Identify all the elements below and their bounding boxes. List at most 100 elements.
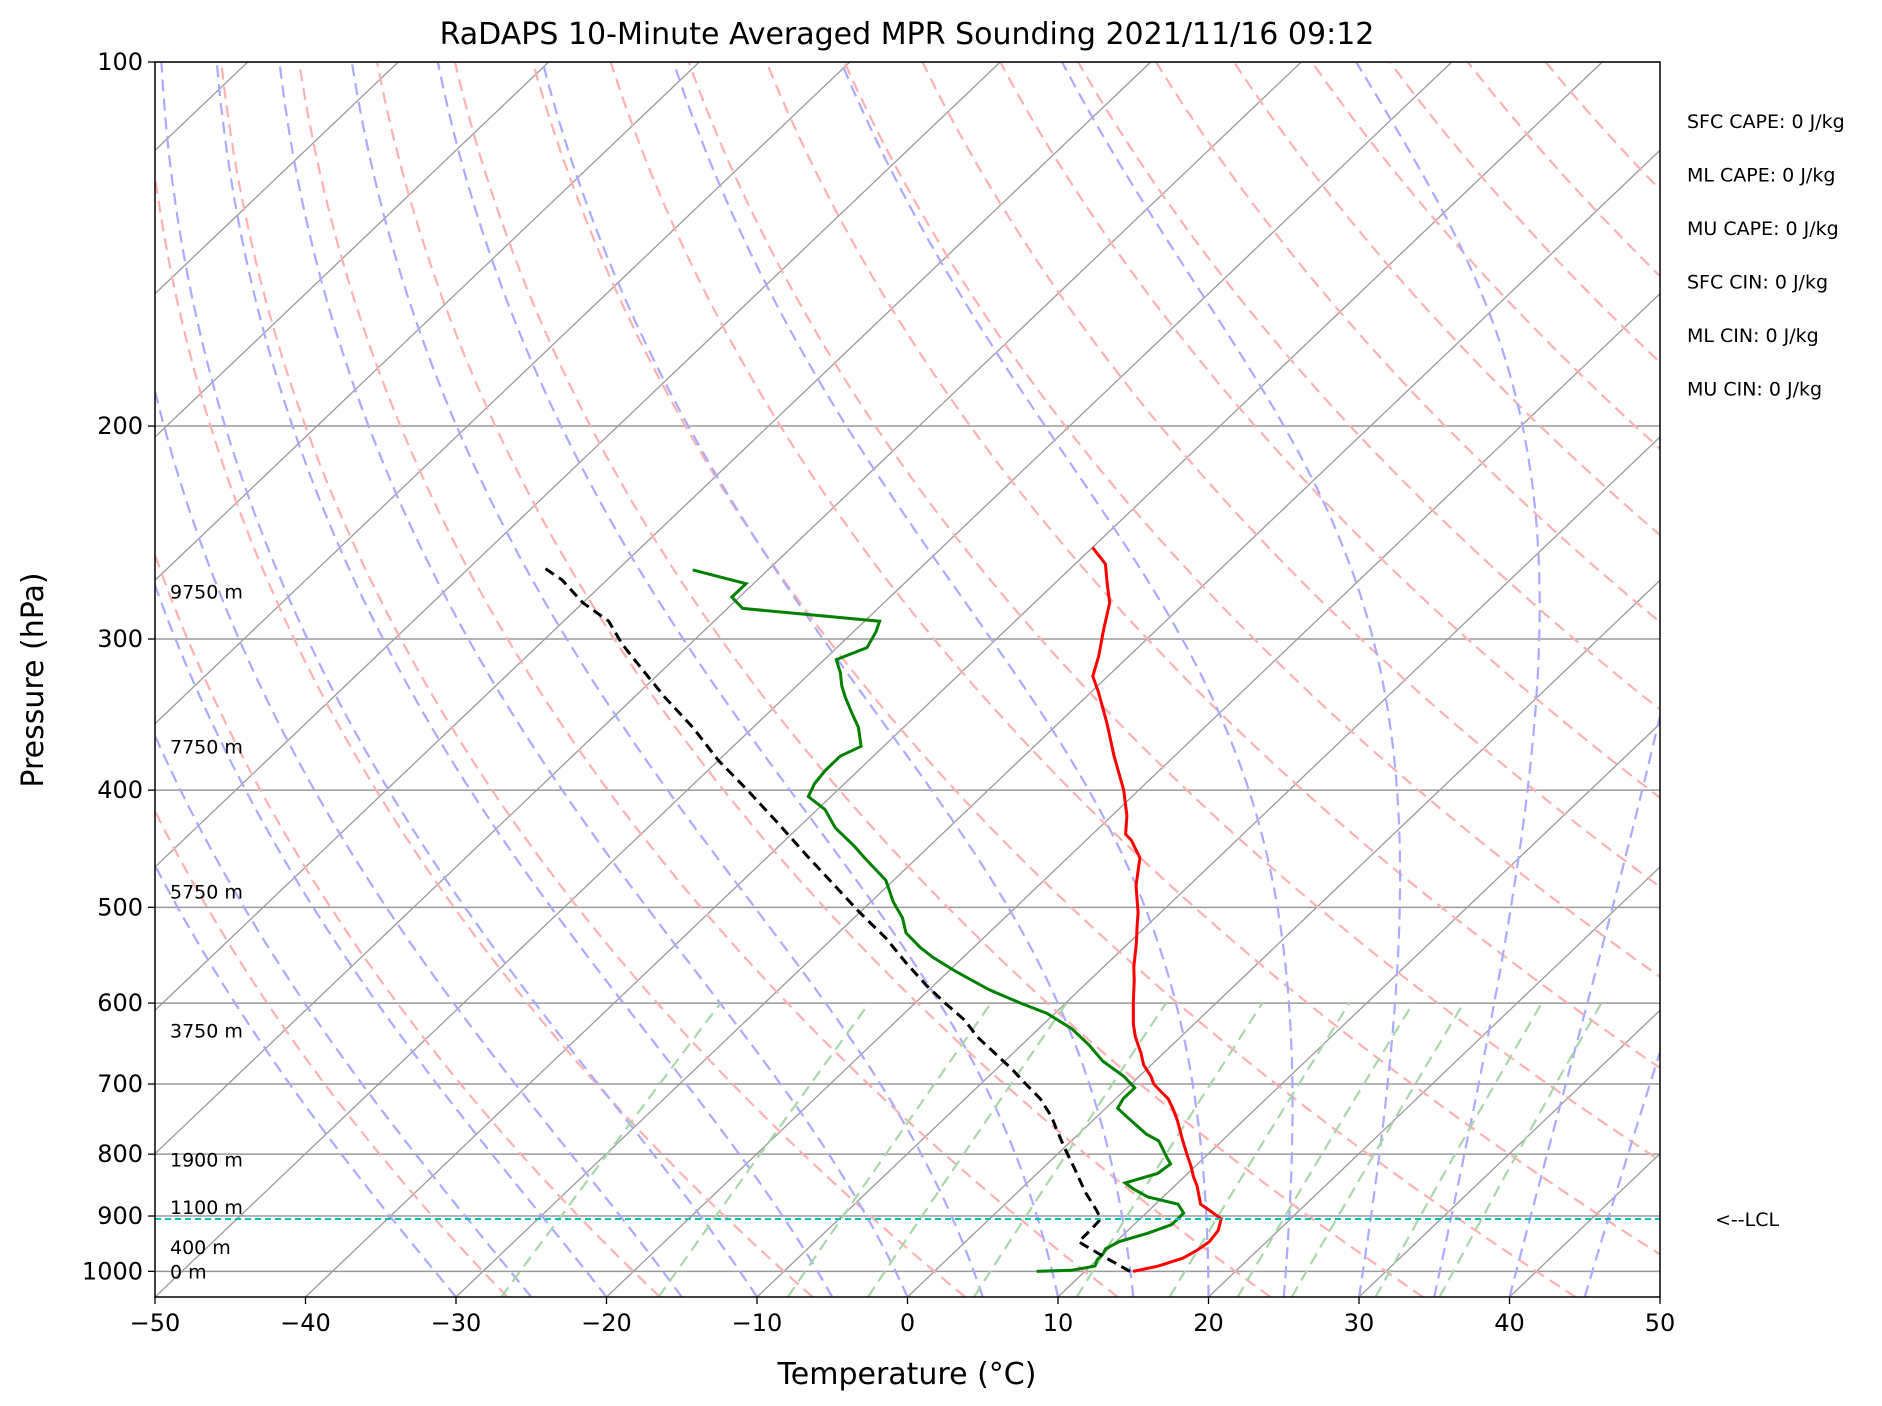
dry-adiabat-line (531, 62, 1577, 1297)
isotherm-line (155, 62, 1001, 868)
dry-adiabat-line (1310, 62, 1660, 451)
x-tick-label: −50 (130, 1309, 181, 1337)
mixing-ratio-line (500, 1002, 722, 1297)
y-tick-label: 400 (97, 776, 143, 804)
y-axis: 1000 900 800 700 600 500 400 300 200 100 (82, 48, 155, 1285)
dry-adiabat-line (1544, 62, 1660, 192)
moist-adiabat-line (672, 62, 1210, 1297)
moist-adiabat-line (155, 582, 608, 1297)
moist-adiabat-line (215, 62, 834, 1297)
dry-adiabat-line (921, 62, 1660, 889)
sounding-profiles (543, 546, 1223, 1273)
dry-adiabat-line (155, 168, 814, 1297)
isotherm-line (155, 62, 700, 582)
stability-index: SFC CIN: 0 J/kg (1687, 272, 1828, 294)
dry-adiabat-line (1388, 62, 1660, 364)
mixing-ratio-line (866, 1002, 1068, 1297)
y-tick-label: 700 (97, 1070, 143, 1098)
stability-index: MU CIN: 0 J/kg (1687, 379, 1822, 401)
isotherm-line (455, 149, 1660, 1297)
x-axis: −50 −40 −30 −20 −10 0 10 20 30 40 50 (130, 1297, 1675, 1337)
height-label: 1900 m (170, 1149, 243, 1171)
moist-adiabat-line (840, 62, 1294, 1297)
dry-adiabat-line (155, 808, 509, 1297)
stability-index: MU CAPE: 0 J/kg (1687, 218, 1839, 240)
y-axis-label: Pressure (hPa) (16, 572, 51, 787)
x-tick-label: 30 (1344, 1309, 1375, 1337)
x-tick-label: 0 (900, 1309, 915, 1337)
lcl-label: <--LCL (1715, 1209, 1779, 1231)
moist-adiabat-lines (155, 62, 1660, 1297)
isotherm-lines (155, 62, 1882, 1297)
x-tick-label: −20 (581, 1309, 632, 1337)
parcel-profile-line (543, 566, 1131, 1273)
moist-adiabat-line (1355, 62, 1541, 1297)
moist-adiabat-line (278, 62, 909, 1297)
mixing-ratio-line (1236, 1002, 1414, 1297)
isotherm-line (155, 62, 851, 725)
dry-adiabat-line (298, 62, 1119, 1297)
y-tick-label: 800 (97, 1140, 143, 1168)
isotherm-line (1208, 866, 1660, 1297)
dry-adiabat-line (453, 62, 1424, 1297)
dry-adiabat-line (155, 551, 661, 1297)
mixing-ratio-line (657, 1002, 871, 1297)
dry-adiabat-line (999, 62, 1660, 800)
height-label: 1100 m (170, 1197, 243, 1219)
y-tick-label: 600 (97, 989, 143, 1017)
dry-adiabat-line (375, 62, 1272, 1297)
mixing-ratio-line (1290, 1002, 1465, 1297)
isotherm-line (155, 62, 399, 295)
x-tick-label: 20 (1193, 1309, 1224, 1337)
moist-adiabat-line (1061, 62, 1402, 1297)
dry-adiabat-lines (155, 62, 1660, 1297)
moist-adiabat-line (155, 733, 533, 1297)
mixing-ratio-line (786, 1002, 992, 1297)
y-tick-label: 900 (97, 1202, 143, 1230)
moist-adiabat-line (436, 62, 1060, 1297)
isotherm-line (155, 62, 550, 438)
temperature-line (1091, 546, 1223, 1273)
dry-adiabat-line (1155, 62, 1660, 624)
isotherm-line (756, 436, 1660, 1297)
x-tick-label: −40 (280, 1309, 331, 1337)
height-label: 0 m (170, 1261, 207, 1283)
mixing-ratio-lines (500, 1002, 1603, 1297)
height-label: 7750 m (170, 736, 243, 758)
isotherm-line (1811, 62, 1882, 1297)
isotherm-line (1509, 1152, 1660, 1297)
height-label: 3750 m (170, 1020, 243, 1042)
dry-adiabat-line (1077, 62, 1660, 711)
isotherm-line (1057, 722, 1660, 1297)
isotherm-line (907, 579, 1660, 1297)
stability-index: ML CAPE: 0 J/kg (1687, 165, 1835, 187)
stability-index: ML CIN: 0 J/kg (1687, 325, 1819, 347)
stability-index: SFC CAPE: 0 J/kg (1687, 111, 1845, 133)
plot-frame (154, 61, 1661, 1298)
moist-adiabat-line (1508, 711, 1660, 1297)
y-tick-label: 200 (97, 412, 143, 440)
isotherm-line (155, 62, 1302, 1155)
dry-adiabat-line (843, 62, 1660, 979)
moist-adiabat-line (541, 62, 1135, 1297)
height-label: 400 m (170, 1237, 231, 1259)
isotherm-line (155, 62, 1453, 1297)
moist-adiabat-line (1583, 1048, 1660, 1297)
reference-lines (155, 62, 1882, 1297)
isobar-lines (155, 62, 1660, 1273)
mixing-ratio-line (973, 1002, 1167, 1297)
x-axis-label: Temperature (°C) (777, 1357, 1037, 1392)
moist-adiabat-line (350, 62, 984, 1297)
isotherm-line (1358, 1009, 1660, 1297)
chart-title: RaDAPS 10-Minute Averaged MPR Sounding 2… (440, 17, 1375, 52)
mixing-ratio-line (1374, 1002, 1543, 1297)
y-tick-label: 100 (97, 48, 143, 76)
dry-adiabat-line (765, 62, 1660, 1070)
moist-adiabat-line (155, 386, 683, 1297)
x-tick-label: −30 (431, 1309, 482, 1337)
y-tick-label: 1000 (82, 1257, 143, 1285)
dry-adiabat-line (609, 62, 1660, 1256)
isotherm-line (305, 62, 1603, 1297)
